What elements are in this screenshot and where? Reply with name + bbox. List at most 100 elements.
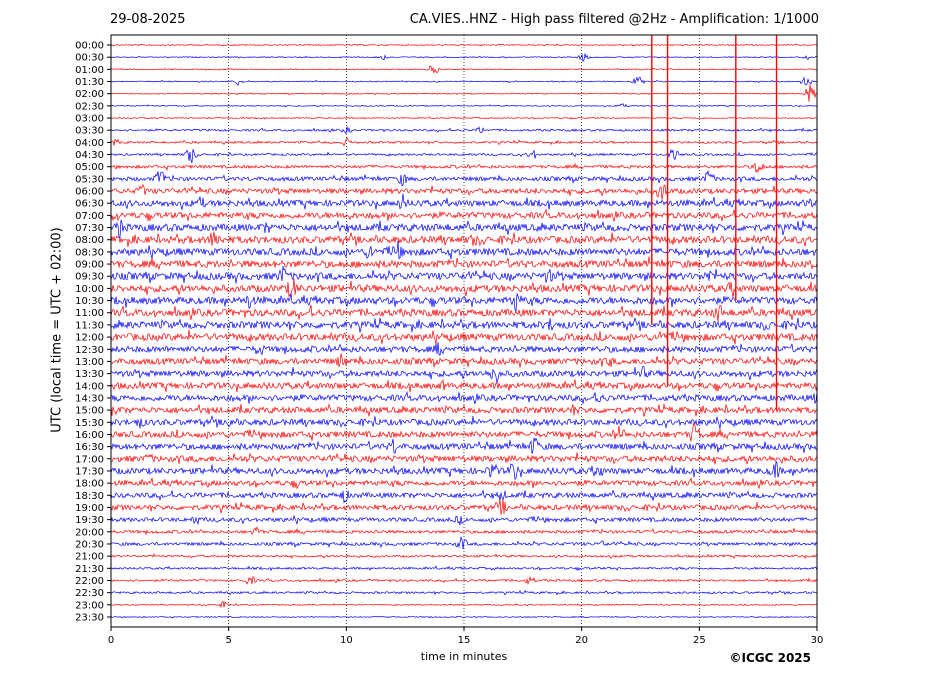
- plot-frame: [110, 34, 818, 628]
- trace-row: [110, 116, 817, 120]
- x-axis-ticks: 0 5 10 15 20 25 30: [108, 627, 824, 646]
- y-tick-label: 00:30: [75, 53, 104, 64]
- trace-row: [110, 193, 818, 210]
- trace-row: [110, 137, 818, 147]
- y-tick-label: 14:00: [75, 381, 104, 392]
- y-tick-label: 10:30: [75, 296, 104, 307]
- trace-row: [110, 278, 818, 298]
- y-tick-label: 21:30: [75, 564, 104, 575]
- x-axis-label: time in minutes: [420, 650, 508, 663]
- y-tick-label: 02:30: [75, 101, 104, 112]
- copyright-label: ©ICGC 2025: [729, 651, 811, 665]
- trace-row: [110, 390, 818, 405]
- y-tick-label: 03:00: [75, 114, 104, 125]
- trace-row: [110, 553, 818, 560]
- x-tick-label: 20: [575, 635, 588, 646]
- trace-row: [110, 437, 818, 454]
- y-tick-label: 23:30: [75, 612, 104, 623]
- y-tick-label: 00:00: [75, 41, 104, 52]
- x-tick-label: 0: [108, 635, 114, 646]
- y-tick-label: 06:00: [75, 187, 104, 198]
- trace-row: [110, 304, 818, 322]
- trace-row: [110, 329, 818, 345]
- trace-row: [110, 317, 818, 333]
- y-tick-label: 11:00: [75, 308, 104, 319]
- trace-row: [110, 422, 818, 442]
- trace-row: [110, 126, 818, 135]
- y-tick-label: 05:30: [75, 174, 104, 185]
- y-tick-label: 01:30: [75, 77, 104, 88]
- trace-row: [110, 256, 818, 271]
- x-tick-label: 10: [340, 635, 353, 646]
- trace-row: [110, 600, 818, 608]
- trace-row: [110, 565, 818, 572]
- trace-row: [110, 84, 818, 102]
- y-tick-label: 13:30: [75, 369, 104, 380]
- trace-row: [110, 208, 818, 222]
- trace-row: [110, 240, 818, 260]
- y-tick-label: 08:30: [75, 247, 104, 258]
- y-tick-label: 06:30: [75, 199, 104, 210]
- y-tick-label: 19:30: [75, 515, 104, 526]
- y-tick-label: 09:30: [75, 272, 104, 283]
- trace-row: [110, 526, 818, 536]
- trace-row: [110, 353, 818, 368]
- trace-row: [110, 266, 818, 284]
- trace-row: [110, 460, 818, 480]
- trace-row: [110, 76, 817, 86]
- trace-row: [110, 615, 817, 619]
- trace-row: [111, 162, 818, 174]
- trace-row: [110, 342, 818, 356]
- x-tick-label: 25: [693, 635, 706, 646]
- trace-row: [110, 65, 818, 74]
- y-tick-label: 18:30: [75, 491, 104, 502]
- trace-row: [110, 293, 818, 313]
- trace-row: [110, 499, 818, 515]
- chart-title: CA.VIES..HNZ - High pass filtered @2Hz -…: [409, 12, 819, 27]
- y-tick-label: 05:00: [75, 162, 104, 173]
- trace-row: [110, 452, 818, 465]
- seismic-traces: [110, 43, 818, 619]
- x-tick-label: 5: [225, 635, 231, 646]
- y-tick-label: 16:30: [75, 442, 104, 453]
- y-tick-label: 21:00: [75, 552, 104, 563]
- y-tick-label: 20:30: [75, 539, 104, 550]
- trace-row: [110, 414, 818, 429]
- trace-row: [110, 43, 818, 47]
- trace-row: [110, 575, 818, 585]
- y-tick-label: 02:00: [75, 89, 104, 100]
- trace-row: [110, 148, 818, 164]
- y-tick-label: 19:00: [75, 503, 104, 514]
- trace-row: [110, 365, 818, 384]
- trace-row: [110, 219, 818, 239]
- y-tick-label: 03:30: [75, 126, 104, 137]
- y-tick-label: 13:00: [75, 357, 104, 368]
- trace-row: [110, 170, 818, 187]
- y-tick-label: 16:00: [75, 430, 104, 441]
- y-tick-label: 01:00: [75, 65, 104, 76]
- y-tick-label: 08:00: [75, 235, 104, 246]
- trace-row: [110, 514, 818, 526]
- event-spikes: [651, 35, 778, 411]
- trace-row: [110, 489, 818, 504]
- y-tick-label: 11:30: [75, 320, 104, 331]
- trace-row: [110, 536, 818, 550]
- y-tick-label: 12:00: [75, 333, 104, 344]
- y-tick-label: 04:30: [75, 150, 104, 161]
- y-tick-label: 04:00: [75, 138, 104, 149]
- x-tick-label: 30: [811, 635, 824, 646]
- trace-row: [110, 231, 818, 248]
- y-tick-label: 22:00: [75, 576, 104, 587]
- y-tick-label: 22:30: [75, 588, 104, 599]
- trace-row: [110, 589, 818, 596]
- y-tick-label: 12:30: [75, 345, 104, 356]
- y-tick-label: 15:30: [75, 418, 104, 429]
- y-tick-label: 07:00: [75, 211, 104, 222]
- trace-row: [110, 403, 818, 417]
- trace-row: [110, 103, 818, 108]
- y-tick-label: 10:00: [75, 284, 104, 295]
- y-tick-label: 14:30: [75, 393, 104, 404]
- y-tick-label: 20:00: [75, 527, 104, 538]
- y-tick-label: 23:00: [75, 600, 104, 611]
